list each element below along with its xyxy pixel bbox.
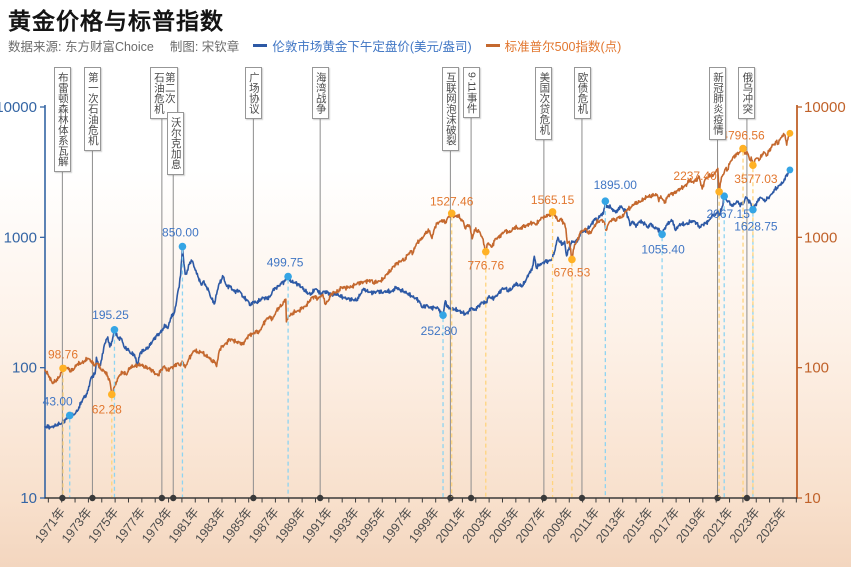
event-label: 欧债危机 (573, 67, 591, 119)
event-axis-dot (540, 494, 548, 502)
y-tick-label-right: 10 (804, 490, 821, 507)
sp500-annotation-dot (749, 161, 757, 169)
y-tick-label-right: 100 (804, 360, 829, 377)
gold-annotation-label: 1895.00 (594, 178, 638, 192)
gold-legend-label: 伦敦市场黄金下午定盘价(美元/盎司) (272, 40, 472, 54)
gold-annotation-label: 252.80 (421, 324, 458, 338)
legend-item-gold: 伦敦市场黄金下午定盘价(美元/盎司) (253, 36, 472, 55)
y-tick-label-right: 1000 (804, 229, 837, 246)
sp500-line (44, 132, 791, 396)
sp500-annotation-label: 776.76 (467, 259, 504, 273)
sp500-annotation-label: 1527.46 (430, 194, 474, 208)
sp500-annotation-dot (715, 187, 723, 196)
event-label: 广场协议 (244, 67, 262, 119)
sp500-annotation-dot (59, 364, 67, 373)
gold-annotation-dot (720, 192, 729, 201)
sp500-legend-label: 标准普尔500指数(点) (504, 40, 622, 54)
y-tick-label-left: 10000 (0, 99, 37, 116)
sp500-annotation-dot (739, 144, 747, 153)
source-note: 数据来源: 东方财富Choice (8, 40, 154, 54)
event-axis-dot (158, 494, 166, 502)
y-tick-label-left: 100 (12, 360, 37, 377)
gold-annotation-dot (749, 205, 757, 214)
gold-line (44, 169, 791, 430)
event-label: 9·11事件 (462, 67, 480, 119)
sp500-legend-dash-icon (485, 44, 500, 47)
y-tick-label-left: 10 (20, 490, 37, 507)
event-label: 沃尔克加息 (166, 112, 184, 175)
sp500-annotation-label: 676.53 (554, 266, 591, 280)
sp500-annotation-label: 2237.40 (673, 169, 717, 183)
gold-annotation-label: 850.00 (162, 226, 199, 240)
event-label: 美国次贷危机 (535, 67, 553, 140)
gold-annotation-dot (65, 411, 74, 420)
event-axis-dot (578, 494, 586, 502)
gold-annotation-label: 1055.40 (641, 242, 685, 256)
sp500-annotation-dot (548, 208, 557, 216)
gold-annotation-label: 195.25 (92, 308, 129, 322)
page-title: 黄金价格与标普指数 (8, 8, 224, 34)
sp500-annotation-label: 3577.03 (734, 172, 778, 186)
sp500-latest-dot (786, 129, 794, 137)
event-axis-dot (59, 494, 66, 502)
event-axis-dot (447, 494, 454, 502)
gold-annotation-label: 43.00 (43, 394, 73, 408)
event-label: 海湾战争 (311, 67, 329, 119)
gold-latest-dot (786, 166, 794, 174)
y-tick-label-left: 1000 (4, 229, 37, 246)
gold-annotation-dot (658, 230, 666, 239)
event-label: 第一次石油危机 (83, 67, 101, 151)
event-axis-dot (467, 494, 475, 502)
gold-annotation-label: 1628.75 (734, 220, 778, 234)
gold-annotation-label: 2067.15 (707, 207, 751, 221)
sp500-annotation-label: 98.76 (48, 347, 78, 361)
gold-annotation-dot (110, 325, 119, 334)
gold-annotation-dot (284, 272, 292, 281)
sp500-annotation-label: 1565.15 (531, 193, 575, 207)
gold-annotation-label: 499.75 (267, 256, 304, 270)
credit-note: 制图: 宋钦章 (169, 40, 240, 54)
event-label: 互联网泡沫破裂 (441, 67, 459, 151)
sp500-annotation-dot (568, 255, 576, 264)
sp500-annotation-label: 4796.56 (721, 129, 765, 143)
gold-legend-dash-icon (253, 44, 268, 47)
gold-annotation-dot (178, 242, 187, 251)
sp500-annotation-dot (481, 247, 490, 256)
y-tick-label-right: 10000 (804, 99, 846, 116)
event-axis-dot (170, 494, 177, 502)
event-axis-dot (89, 494, 96, 502)
event-label: 布雷顿森林体系瓦解 (53, 67, 71, 172)
event-axis-dot (743, 494, 751, 502)
subtitle-row: 数据来源: 东方财富Choice 制图: 宋钦章 伦敦市场黄金下午定盘价(美元/… (8, 36, 621, 55)
gold-annotation-dot (439, 311, 447, 319)
event-label: 第二次 石油危机 (149, 67, 178, 119)
sp500-annotation-label: 62.28 (92, 403, 122, 417)
sp500-annotation-dot (447, 209, 456, 218)
sp500-annotation-dot (107, 390, 116, 399)
event-axis-dot (316, 494, 324, 502)
event-axis-dot (250, 494, 257, 502)
event-label: 新冠肺炎疫情 (709, 67, 727, 140)
event-label: 俄乌冲突 (738, 67, 756, 119)
gold-annotation-dot (601, 197, 610, 205)
legend-item-sp500: 标准普尔500指数(点) (485, 36, 622, 55)
